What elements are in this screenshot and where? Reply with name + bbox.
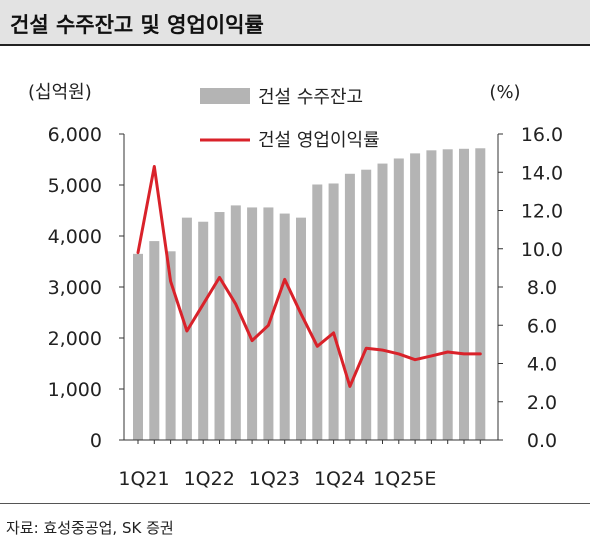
legend-line-label: 건설 영업이익률 bbox=[258, 130, 380, 151]
right-axis-unit: (%) bbox=[489, 82, 520, 103]
bar-4Q23 bbox=[312, 184, 323, 440]
legend-bar-swatch bbox=[200, 88, 250, 104]
right-tick-label: 16.0 bbox=[521, 124, 563, 146]
right-axis-ticks: 0.0 2.0 4.0 6.0 8.0 10.0 12.0 14.0 16.0 bbox=[498, 124, 563, 452]
bar-3Q23 bbox=[296, 217, 306, 440]
bottom-rule bbox=[0, 503, 590, 504]
bar-2Q21 bbox=[149, 241, 160, 440]
bar-1Q21 bbox=[133, 253, 143, 440]
left-tick-label: 1,000 bbox=[48, 379, 102, 401]
left-axis-unit: (십억원) bbox=[28, 82, 92, 103]
bar-1Q26E bbox=[459, 148, 469, 441]
bar-2Q22 bbox=[214, 212, 225, 440]
right-tick-label: 12.0 bbox=[521, 201, 563, 223]
bar-1Q25E bbox=[393, 158, 404, 441]
bar-4Q24 bbox=[377, 163, 388, 440]
x-tick-label: 1Q23 bbox=[249, 468, 300, 490]
left-tick-label: 5,000 bbox=[48, 175, 102, 197]
legend-bar-label: 건설 수주잔고 bbox=[258, 87, 363, 108]
left-tick-label: 0 bbox=[90, 430, 102, 452]
bar-2Q25E bbox=[410, 153, 421, 440]
bar-2Q23 bbox=[279, 213, 290, 440]
right-tick-label: 14.0 bbox=[521, 162, 563, 184]
left-tick-label: 3,000 bbox=[48, 277, 102, 299]
bar-3Q22 bbox=[230, 205, 241, 440]
x-tick-label: 1Q21 bbox=[118, 468, 169, 490]
bar-3Q24 bbox=[361, 169, 372, 440]
left-tick-label: 4,000 bbox=[48, 226, 102, 248]
x-tick-label: 1Q24 bbox=[314, 468, 365, 490]
bar-1Q24 bbox=[328, 183, 339, 440]
bar-1Q22 bbox=[198, 221, 209, 440]
bar-3Q21 bbox=[165, 251, 176, 440]
title-bar: 건설 수주잔고 및 영업이익률 bbox=[0, 0, 590, 46]
line-series bbox=[136, 165, 482, 388]
right-tick-label: 4.0 bbox=[527, 354, 557, 376]
bar-series bbox=[133, 148, 486, 441]
x-tick-label: 1Q25E bbox=[373, 468, 436, 490]
left-tick-label: 2,000 bbox=[48, 328, 102, 350]
source-note: 자료: 효성중공업, SK 증권 bbox=[6, 519, 174, 537]
bar-4Q22 bbox=[247, 207, 258, 440]
axes bbox=[123, 134, 499, 441]
x-axis-ticks: 1Q21 1Q22 1Q23 1Q24 1Q25E bbox=[118, 440, 481, 490]
right-tick-label: 10.0 bbox=[521, 239, 563, 261]
left-tick-label: 6,000 bbox=[48, 124, 102, 146]
legend: 건설 수주잔고 건설 영업이익률 bbox=[200, 87, 380, 151]
x-tick-label: 1Q22 bbox=[184, 468, 235, 490]
bar-3Q25E bbox=[426, 150, 437, 440]
bar-2Q26E bbox=[475, 148, 486, 440]
right-tick-label: 8.0 bbox=[527, 277, 557, 299]
bar-4Q25E bbox=[442, 149, 453, 441]
left-axis-ticks: 0 1,000 2,000 3,000 4,000 5,000 6,000 bbox=[48, 124, 124, 452]
right-tick-label: 2.0 bbox=[527, 392, 557, 414]
chart: 0 1,000 2,000 3,000 4,000 5,000 6,000 0.0 2.0 4.… bbox=[28, 82, 563, 490]
bar-2Q24 bbox=[344, 173, 355, 440]
right-tick-label: 0.0 bbox=[527, 430, 557, 452]
margin-line bbox=[136, 165, 482, 388]
page-title: 건설 수주잔고 및 영업이익률 bbox=[10, 13, 264, 37]
right-tick-label: 6.0 bbox=[527, 315, 557, 337]
